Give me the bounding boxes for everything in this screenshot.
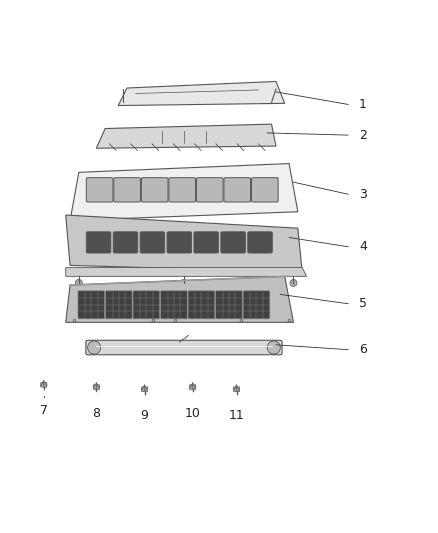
FancyBboxPatch shape	[114, 177, 141, 202]
FancyBboxPatch shape	[86, 232, 111, 253]
FancyBboxPatch shape	[190, 385, 196, 389]
Circle shape	[88, 341, 101, 354]
FancyBboxPatch shape	[188, 291, 215, 319]
Polygon shape	[66, 215, 302, 272]
Circle shape	[290, 279, 297, 286]
Text: 4: 4	[359, 240, 367, 253]
FancyBboxPatch shape	[133, 291, 160, 319]
FancyBboxPatch shape	[215, 291, 242, 319]
FancyBboxPatch shape	[251, 177, 278, 202]
FancyBboxPatch shape	[169, 177, 195, 202]
FancyBboxPatch shape	[113, 232, 138, 253]
FancyBboxPatch shape	[93, 385, 99, 389]
FancyBboxPatch shape	[233, 387, 240, 392]
FancyBboxPatch shape	[224, 177, 251, 202]
Text: 2: 2	[359, 128, 367, 142]
FancyBboxPatch shape	[106, 291, 132, 319]
FancyBboxPatch shape	[167, 232, 191, 253]
Text: 10: 10	[185, 407, 201, 419]
FancyBboxPatch shape	[141, 387, 148, 392]
FancyBboxPatch shape	[78, 291, 105, 319]
Polygon shape	[96, 124, 276, 148]
FancyBboxPatch shape	[141, 177, 168, 202]
Circle shape	[180, 279, 187, 286]
FancyBboxPatch shape	[161, 291, 187, 319]
Polygon shape	[66, 276, 293, 322]
Circle shape	[267, 341, 280, 354]
Polygon shape	[66, 268, 307, 276]
Text: 5: 5	[359, 297, 367, 310]
Text: 11: 11	[229, 409, 244, 422]
Text: 7: 7	[40, 405, 48, 417]
Polygon shape	[70, 164, 298, 221]
Text: 1: 1	[359, 98, 367, 111]
FancyBboxPatch shape	[86, 177, 113, 202]
FancyBboxPatch shape	[196, 177, 223, 202]
FancyBboxPatch shape	[86, 340, 282, 355]
Polygon shape	[118, 82, 285, 106]
Text: 9: 9	[141, 409, 148, 422]
Text: 6: 6	[359, 343, 367, 356]
FancyBboxPatch shape	[243, 291, 270, 319]
FancyBboxPatch shape	[221, 232, 245, 253]
FancyBboxPatch shape	[194, 232, 219, 253]
Text: 3: 3	[359, 188, 367, 201]
FancyBboxPatch shape	[41, 383, 47, 387]
FancyBboxPatch shape	[248, 232, 272, 253]
Circle shape	[75, 279, 82, 286]
Text: 8: 8	[92, 407, 100, 419]
FancyBboxPatch shape	[140, 232, 165, 253]
